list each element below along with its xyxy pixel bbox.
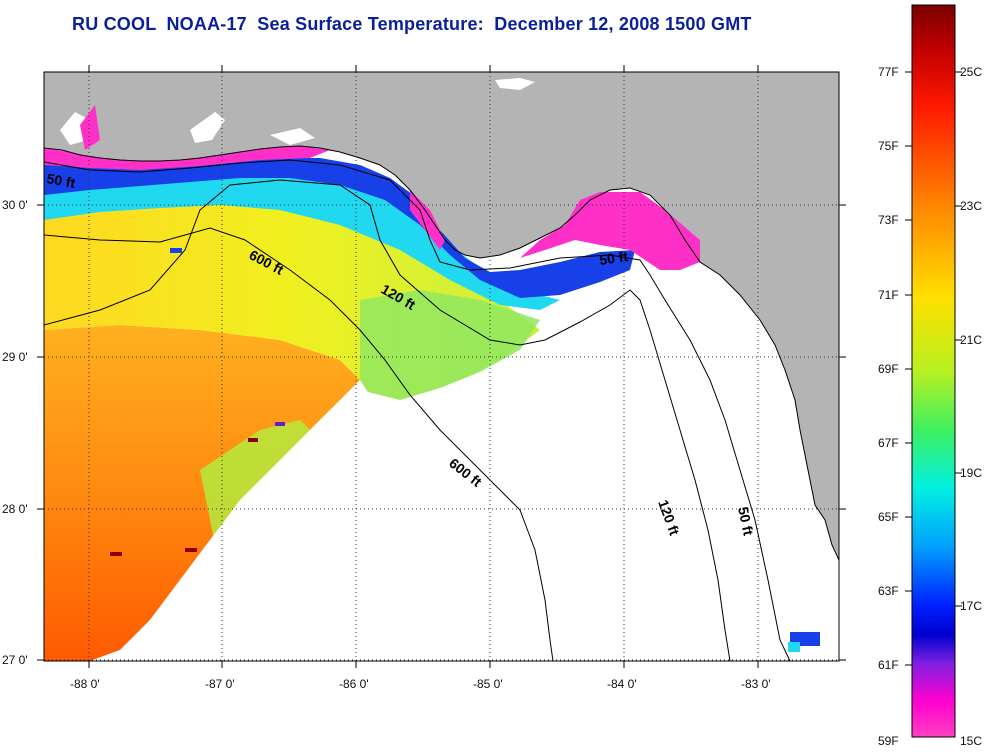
sst-patch xyxy=(788,642,800,652)
lon-label: -85 0' xyxy=(473,677,503,691)
sst-coldest-region xyxy=(44,146,330,170)
sst-patch xyxy=(185,548,197,552)
lat-label: 30 0' xyxy=(2,198,28,212)
sst-coldest-region xyxy=(80,105,100,150)
map-title: RU COOL NOAA-17 Sea Surface Temperature:… xyxy=(72,14,752,34)
contour-label: 50 ft xyxy=(45,170,76,191)
map-border xyxy=(43,71,840,662)
sst-patch xyxy=(248,438,258,442)
sst-patch xyxy=(110,552,122,556)
colorbar-f-label: 69F xyxy=(878,362,899,376)
lon-label: -83 0' xyxy=(741,677,771,691)
sst-patch xyxy=(275,422,285,426)
sst-warm-region xyxy=(44,325,360,661)
colorbar-ticks xyxy=(905,71,962,666)
bay-area xyxy=(270,128,315,145)
sst-transition xyxy=(360,290,540,410)
contour-50ft-west xyxy=(44,159,791,661)
axis-ticks xyxy=(37,65,846,668)
colorbar-f-label: 71F xyxy=(878,288,899,302)
colorbar-f-label: 63F xyxy=(878,584,899,598)
no-data-region xyxy=(90,262,839,661)
colorbar-c-label: 21C xyxy=(960,333,982,347)
sst-cold-region xyxy=(44,158,635,298)
colorbar xyxy=(911,4,956,738)
lon-label: -86 0' xyxy=(339,677,369,691)
contour-600ft xyxy=(44,227,554,661)
colorbar-f-label: 67F xyxy=(878,436,899,450)
bay-area xyxy=(495,78,535,90)
sst-coldest-region xyxy=(520,192,700,270)
colorbar-c-label: 17C xyxy=(960,599,982,613)
colorbar-c-label: 25C xyxy=(960,65,982,79)
bay-area xyxy=(190,112,225,143)
colorbar-f-label: 65F xyxy=(878,510,899,524)
colorbar-f-label: 61F xyxy=(878,658,899,672)
lat-label: 28 0' xyxy=(2,502,28,516)
contour-label: 50 ft xyxy=(598,248,629,268)
contour-label: 50 ft xyxy=(735,505,757,537)
colorbar-c-label: 15C xyxy=(960,734,982,748)
sst-patch xyxy=(170,248,182,253)
lon-label: -87 0' xyxy=(205,677,235,691)
contour-120ft xyxy=(44,179,731,661)
graticule xyxy=(44,72,839,661)
colorbar-c-label: 23C xyxy=(960,199,982,213)
colorbar-f-label: 77F xyxy=(878,65,899,79)
colorbar-f-label: 73F xyxy=(878,213,899,227)
lat-label: 29 0' xyxy=(2,350,28,364)
colorbar-f-label: 75F xyxy=(878,139,899,153)
lon-label: -84 0' xyxy=(607,677,637,691)
lon-label: -88 0' xyxy=(70,677,100,691)
sst-coldest-region xyxy=(410,190,445,250)
colorbar-f-label: 59F xyxy=(878,734,899,748)
land-mass xyxy=(44,72,839,560)
lat-label: 27 0' xyxy=(2,653,28,667)
coastline xyxy=(44,145,839,561)
colorbar-c-label: 19C xyxy=(960,466,982,480)
